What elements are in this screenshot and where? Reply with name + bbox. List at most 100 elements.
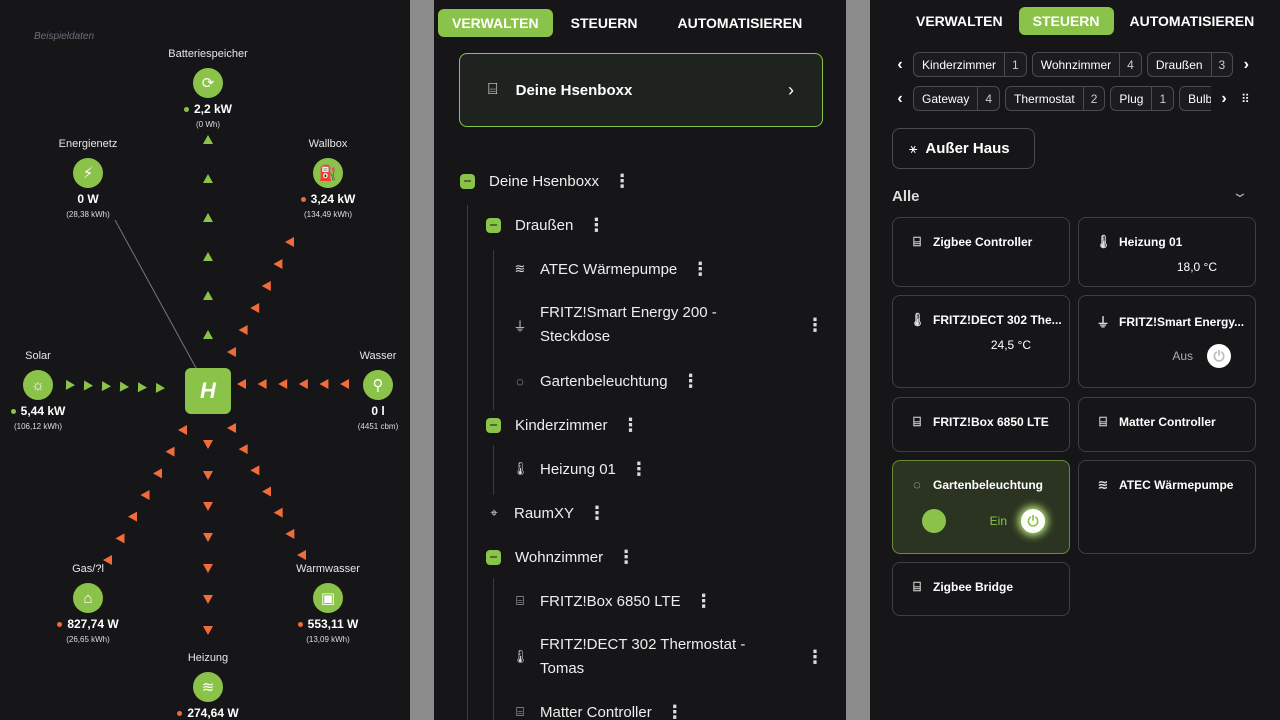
tab-steuern[interactable]: STEUERN [1018,7,1114,35]
more-options-icon[interactable]: ⋮ [621,415,640,435]
tree-item[interactable]: ⌖ RaumXY ⋮ [486,502,606,524]
collapse-icon[interactable] [486,417,501,433]
tree-item[interactable]: Kinderzimmer ⋮ [486,414,640,436]
collapse-icon[interactable] [486,549,501,565]
tree-item[interactable]: 🌡 FRITZ!DECT 302 Thermostat - Tomas ⋮ [512,633,824,681]
energy-node-battery[interactable]: Batteriespeicher ⟳ 2,2 kW (0 Wh) [138,48,278,129]
more-options-icon[interactable]: ⋮ [613,171,632,191]
chevron-right-icon[interactable]: › [1221,89,1227,107]
node-power: 5,44 kW [20,404,66,418]
flow-arrow-water [340,379,349,389]
scene-button[interactable]: ⚹ Außer Haus [892,128,1035,169]
node-power: 827,74 W [67,617,119,631]
flow-arrow-gas [115,533,125,544]
more-options-icon[interactable]: ⋮ [694,591,713,611]
device-card[interactable]: ⌸ Zigbee Bridge [892,562,1070,616]
router-icon: ⌸ [913,234,921,249]
more-options-icon[interactable]: ⋮ [691,259,710,279]
more-options-icon[interactable]: ⋮ [629,459,648,479]
boiler-icon: ▣ [313,583,343,613]
tree-item[interactable]: 🌡 Heizung 01 ⋮ [512,458,648,480]
node-value: 5,44 kW [0,404,108,418]
power-toggle-icon[interactable]: ⏻ [1021,509,1045,533]
thermometer-icon: 🌡 [1095,234,1112,249]
chip-label: Thermostat [1014,91,1075,106]
device-card[interactable]: ⌸ Zigbee Controller [892,217,1070,287]
flow-arrow-heating [203,471,213,480]
more-options-icon[interactable]: ⋮ [617,547,636,567]
room-filter-row: ‹ Kinderzimmer 1 Wohnzimmer 4 Draußen 3 › [892,52,1254,77]
type-chip[interactable]: Plug 1 [1110,86,1175,111]
type-chip[interactable]: Bulb [1179,86,1211,111]
more-options-icon[interactable]: ⋮ [665,702,684,720]
tree-item[interactable]: ⌸ FRITZ!Box 6850 LTE ⋮ [512,590,713,612]
tree-item[interactable]: ◌ Gartenbeleuchtung ⋮ [512,370,700,392]
tab-steuern[interactable]: STEUERN [570,15,638,31]
grid-view-icon[interactable]: ⠿ [1241,91,1250,106]
node-total: (106,12 kWh) [13,422,63,431]
tree-item[interactable]: ⌸ Matter Controller ⋮ [512,701,684,720]
tab-verwalten[interactable]: VERWALTEN [916,13,1003,29]
flow-arrow-battery [203,135,213,144]
more-options-icon[interactable]: ⋮ [588,503,607,523]
device-card[interactable]: 🌡 Heizung 01 18,0 °C [1078,217,1256,287]
chevron-left-icon[interactable]: ‹ [897,55,903,73]
room-chip[interactable]: Draußen 3 [1146,52,1234,77]
tab-verwalten[interactable]: VERWALTEN [438,9,553,37]
device-card[interactable]: ⌸ FRITZ!Box 6850 LTE [892,397,1070,452]
flow-arrow-water [298,379,308,389]
device-card[interactable]: ⏚ FRITZ!Smart Energy... Aus ⏻ [1078,295,1256,388]
tree-item[interactable]: Wohnzimmer ⋮ [486,546,635,568]
collapse-icon[interactable] [460,173,475,189]
chip-label: Wohnzimmer [1040,57,1112,72]
energy-node-solar[interactable]: Solar ☼ 5,44 kW (106,12 kWh) [0,350,108,431]
room-chip[interactable]: Kinderzimmer 1 [913,52,1027,77]
flow-arrow-solar [119,381,129,392]
device-card[interactable]: ≋ ATEC Wärmepumpe [1078,460,1256,554]
device-card[interactable]: ◌ Gartenbeleuchtung Ein ⏻ [892,460,1070,554]
router-icon: ⌸ [913,414,921,429]
device-value: 24,5 °C [990,338,1031,352]
energy-node-hotwater[interactable]: Warmwasser ▣ 553,11 W (13,09 kWh) [258,563,398,644]
more-options-icon[interactable]: ⋮ [587,215,606,235]
chevron-left-icon[interactable]: ‹ [897,89,903,107]
light-color-indicator[interactable] [921,509,946,533]
node-value: 827,74 W [18,617,158,631]
collapse-icon[interactable] [486,217,501,233]
node-power: 0 W [77,192,99,206]
hub-card[interactable]: ⌸ Deine Hsenboxx › [459,53,823,127]
more-options-icon[interactable]: ⋮ [806,647,824,667]
bulb-icon: ◌ [516,373,524,389]
status-dot [297,621,303,627]
energy-node-heating[interactable]: Heizung ≋ 274,64 W [138,652,278,720]
power-toggle-icon[interactable]: ⏻ [1207,344,1231,368]
status-dot [183,106,189,112]
energy-node-grid[interactable]: Energienetz ⚡ 0 W (28,38 kWh) [18,138,158,219]
flow-arrow-water [237,379,246,389]
chevron-down-icon[interactable]: ⌄ [1231,184,1249,200]
control-tabs: VERWALTEN STEUERN AUTOMATISIEREN [902,7,1268,35]
tree-item[interactable]: Draußen ⋮ [486,214,605,236]
tree-item[interactable]: ≋ ATEC Wärmepumpe ⋮ [512,258,710,280]
energy-node-gas[interactable]: Gas/?l ⌂ 827,74 W (26,65 kWh) [18,563,158,644]
tab-automatisieren[interactable]: AUTOMATISIEREN [1129,13,1255,29]
tab-automatisieren[interactable]: AUTOMATISIEREN [677,15,803,31]
chevron-right-icon[interactable]: › [1243,55,1249,73]
type-chip[interactable]: Thermostat 2 [1005,86,1106,111]
room-chip[interactable]: Wohnzimmer 4 [1031,52,1142,77]
flow-arrow-solar [101,381,111,392]
bulb-icon: ◌ [913,477,921,492]
device-card[interactable]: 🌡 FRITZ!DECT 302 The... 24,5 °C [892,295,1070,388]
more-options-icon[interactable]: ⋮ [681,371,700,391]
energy-node-wallbox[interactable]: Wallbox ⛽ 3,24 kW (134,49 kWh) [258,138,398,219]
node-power: 3,24 kW [310,192,356,206]
energy-node-water[interactable]: Wasser ⚲ 0 l (4451 cbm) [308,350,410,431]
device-card[interactable]: ⌸ Matter Controller [1078,397,1256,452]
more-options-icon[interactable]: ⋮ [806,315,824,335]
tree-guide [493,445,494,495]
type-chip[interactable]: Gateway 4 [913,86,1001,111]
node-power: 2,2 kW [193,102,232,116]
tree-item[interactable]: ⏚ FRITZ!Smart Energy 200 - Steckdose ⋮ [512,301,824,349]
tree-item[interactable]: Deine Hsenboxx ⋮ [460,170,631,192]
tree-guide [467,205,468,720]
